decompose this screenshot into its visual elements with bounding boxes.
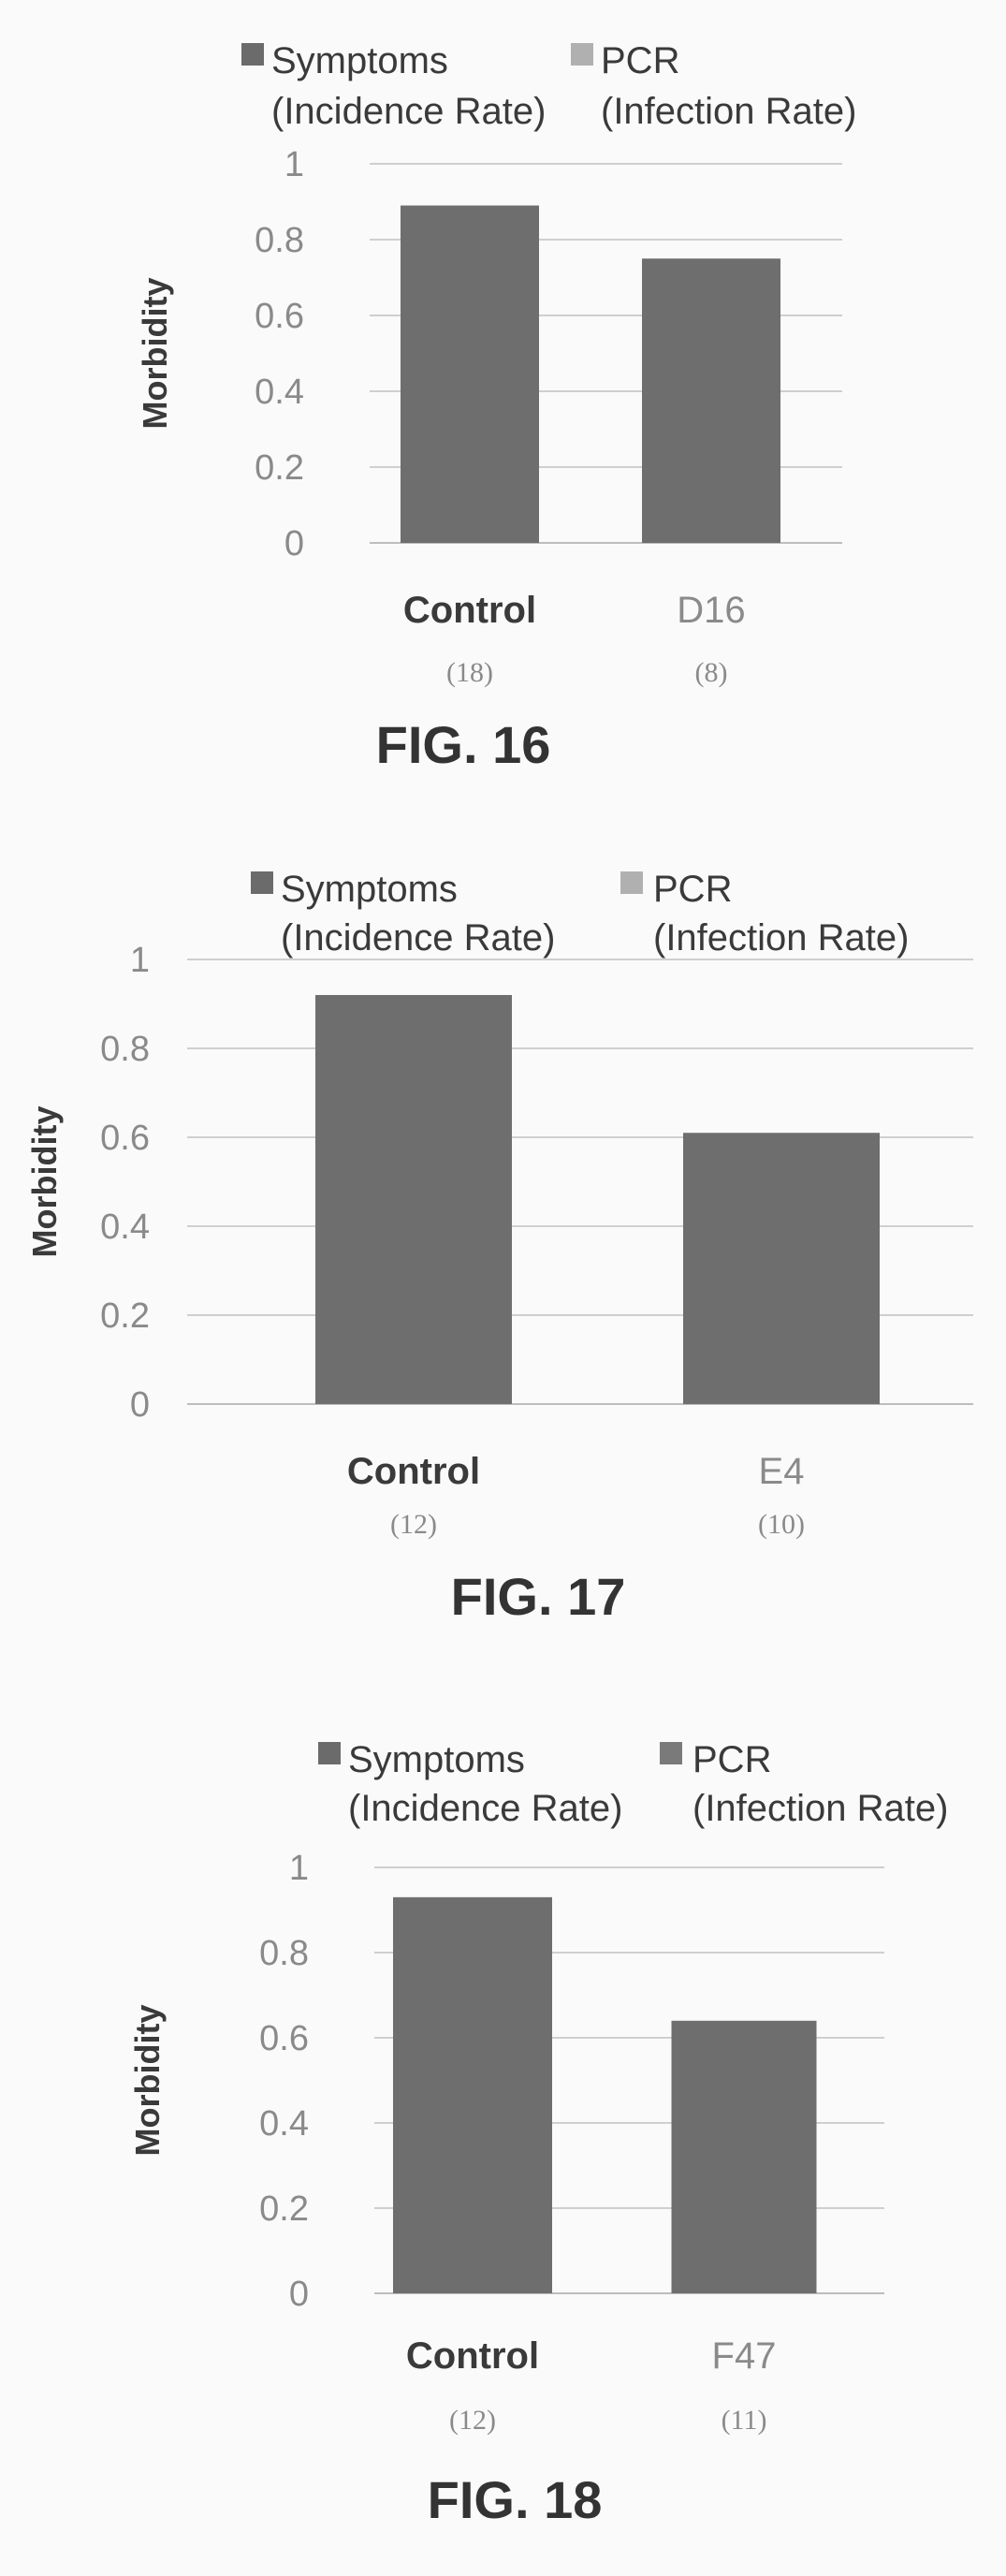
y-tick-label: 0.8 — [259, 1934, 309, 1973]
legend-label: Symptoms — [281, 869, 458, 910]
x-category-label: Control — [403, 590, 536, 631]
sample-count: (12) — [449, 2405, 496, 2436]
figure-caption: FIG. 16 — [376, 715, 551, 774]
legend-swatch — [251, 871, 273, 894]
bar — [401, 206, 539, 543]
y-axis-label: Morbidity — [128, 2005, 167, 2157]
chart-svg-18: Symptoms (Incidence Rate) PCR (Infection Ra… — [0, 1694, 1006, 2565]
figure-caption: FIG. 17 — [451, 1567, 626, 1626]
y-tick-label: 0.6 — [100, 1119, 150, 1158]
y-tick-label: 0.4 — [255, 373, 304, 412]
legend-label-sub: (Infection Rate) — [693, 1788, 948, 1829]
x-category-label: Control — [347, 1451, 480, 1492]
bar — [393, 1897, 552, 2293]
y-tick-label: 0.6 — [255, 297, 304, 336]
chart-svg-17: Symptoms (Incidence Rate) PCR (Infection Ra… — [0, 824, 1006, 1666]
y-tick-label: 0 — [289, 2275, 309, 2314]
figure-18: Symptoms (Incidence Rate) PCR (Infection Ra… — [0, 1694, 1006, 2565]
sample-count: (8) — [695, 657, 728, 688]
bar — [683, 1133, 880, 1404]
y-axis-label: Morbidity — [25, 1106, 64, 1258]
legend-swatch — [241, 43, 264, 66]
y-tick-label: 0.2 — [100, 1296, 150, 1336]
figure-16: Symptoms (Incidence Rate) PCR (Infection Ra… — [0, 0, 1006, 805]
x-category-label: E4 — [759, 1451, 805, 1492]
legend-label-sub: (Infection Rate) — [601, 91, 856, 132]
legend-label: Symptoms — [348, 1739, 525, 1780]
y-tick-label: 1 — [289, 1849, 309, 1888]
legend-label: PCR — [601, 40, 679, 81]
bar — [315, 995, 512, 1404]
y-tick-label: 0 — [284, 524, 304, 564]
y-tick-label: 0.2 — [255, 448, 304, 488]
legend-swatch — [571, 43, 593, 66]
sample-count: (11) — [722, 2405, 767, 2436]
y-tick-label: 0.6 — [259, 2019, 309, 2058]
x-category-label: F47 — [712, 2335, 777, 2377]
sample-count: (18) — [446, 657, 493, 688]
y-tick-label: 0.4 — [259, 2104, 309, 2144]
y-tick-label: 0.2 — [259, 2189, 309, 2229]
y-tick-label: 1 — [130, 941, 150, 980]
legend-label-sub: (Infection Rate) — [653, 917, 909, 959]
legend-label: PCR — [653, 869, 732, 910]
y-tick-label: 0.8 — [100, 1030, 150, 1069]
sample-count: (10) — [758, 1509, 805, 1540]
legend-swatch — [318, 1742, 341, 1764]
x-category-label: Control — [406, 2335, 539, 2377]
legend-label-sub: (Incidence Rate) — [348, 1788, 622, 1829]
y-tick-label: 1 — [284, 145, 304, 184]
sample-count: (12) — [390, 1509, 437, 1540]
legend-label: Symptoms — [271, 40, 448, 81]
legend-swatch — [620, 871, 643, 894]
legend-label-sub: (Incidence Rate) — [271, 91, 546, 132]
x-category-label: D16 — [677, 590, 745, 631]
legend-swatch — [660, 1742, 682, 1764]
y-tick-label: 0.8 — [255, 221, 304, 260]
bar — [642, 258, 780, 543]
y-tick-label: 0.4 — [100, 1208, 150, 1247]
legend-label-sub: (Incidence Rate) — [281, 917, 555, 959]
figure-caption: FIG. 18 — [428, 2470, 603, 2529]
figure-17: Symptoms (Incidence Rate) PCR (Infection Ra… — [0, 824, 1006, 1666]
y-axis-label: Morbidity — [136, 278, 174, 430]
chart-svg-16: Symptoms (Incidence Rate) PCR (Infection Ra… — [0, 0, 1006, 805]
legend-label: PCR — [693, 1739, 771, 1780]
bar — [672, 2021, 817, 2293]
y-tick-label: 0 — [130, 1385, 150, 1425]
